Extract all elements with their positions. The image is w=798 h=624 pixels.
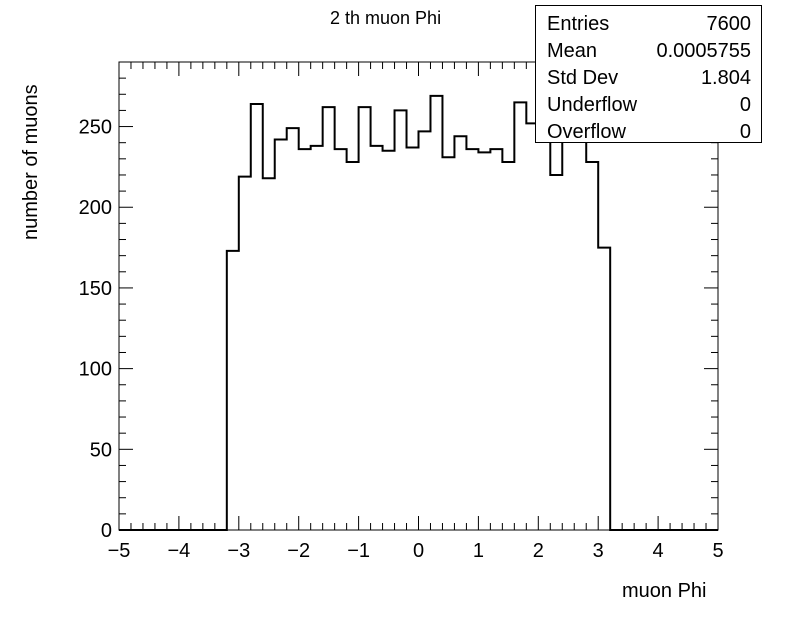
stats-value: 1.804 bbox=[700, 67, 751, 89]
stats-row-entries: Entries 7600 bbox=[547, 13, 751, 40]
histogram-bin bbox=[347, 162, 359, 530]
stats-label: Std Dev bbox=[547, 67, 619, 89]
histogram-bin bbox=[466, 149, 478, 530]
histogram-bin bbox=[251, 104, 263, 530]
histogram-bin bbox=[490, 149, 502, 530]
stats-row-underflow: Underflow 0 bbox=[547, 94, 751, 121]
histogram-bin bbox=[263, 178, 275, 530]
stats-label: Entries bbox=[547, 13, 610, 35]
x-tick-label: 5 bbox=[712, 540, 723, 562]
chart-title: 2 th muon Phi bbox=[330, 8, 442, 28]
x-tick-label: −1 bbox=[347, 540, 370, 562]
histogram-bin bbox=[335, 149, 347, 530]
y-tick-label: 0 bbox=[101, 520, 112, 542]
histogram-bin bbox=[239, 177, 251, 530]
histogram-bin bbox=[454, 136, 466, 530]
histogram-bin bbox=[227, 251, 239, 530]
histogram-bin bbox=[562, 118, 574, 530]
y-tick-label: 50 bbox=[90, 439, 112, 461]
x-tick-label: 0 bbox=[413, 540, 424, 562]
histogram-bin bbox=[442, 157, 454, 530]
x-tick-label: −4 bbox=[167, 540, 190, 562]
histogram-bin bbox=[407, 148, 419, 530]
histogram-bin bbox=[586, 162, 598, 530]
x-tick-label: −2 bbox=[287, 540, 310, 562]
histogram-bin bbox=[598, 248, 610, 530]
y-tick-label: 250 bbox=[79, 117, 112, 139]
x-tick-label: 2 bbox=[533, 540, 544, 562]
x-axis-label: muon Phi bbox=[622, 580, 707, 602]
histogram-bin bbox=[574, 135, 586, 530]
stats-value: 0.0005755 bbox=[656, 40, 751, 62]
histogram-bin bbox=[419, 131, 431, 530]
y-tick-label: 200 bbox=[79, 197, 112, 219]
histogram-bin bbox=[371, 146, 383, 530]
stats-row-mean: Mean 0.0005755 bbox=[547, 40, 751, 67]
histogram-bin bbox=[514, 102, 526, 530]
histogram-bin bbox=[430, 96, 442, 530]
histogram-bin bbox=[550, 175, 562, 530]
x-tick-label: 3 bbox=[593, 540, 604, 562]
stats-value: 7600 bbox=[706, 13, 752, 35]
stats-label: Overflow bbox=[547, 121, 626, 143]
stats-value: 0 bbox=[739, 94, 751, 116]
x-tick-label: 1 bbox=[473, 540, 484, 562]
stats-row-std-dev: Std Dev 1.804 bbox=[547, 67, 751, 94]
histogram-bin bbox=[395, 110, 407, 530]
x-tick-label: 4 bbox=[653, 540, 664, 562]
stats-label: Mean bbox=[547, 40, 598, 62]
histogram-bin bbox=[478, 152, 490, 530]
histogram-bin bbox=[502, 162, 514, 530]
stats-row-overflow: Overflow 0 bbox=[547, 121, 751, 148]
histogram-bin bbox=[275, 139, 287, 530]
histogram-series bbox=[119, 94, 718, 531]
histogram-bin bbox=[383, 151, 395, 530]
histogram-bin bbox=[323, 107, 335, 530]
histogram-bin bbox=[287, 128, 299, 530]
y-tick-label: 150 bbox=[79, 278, 112, 300]
histogram-bin bbox=[526, 123, 538, 530]
histogram-bin bbox=[299, 149, 311, 530]
stats-box: Entries 7600 Mean 0.0005755 Std Dev 1.80… bbox=[535, 5, 762, 143]
histogram-bin bbox=[359, 107, 371, 530]
x-tick-label: −5 bbox=[108, 540, 131, 562]
histogram-bin bbox=[311, 146, 323, 530]
stats-value: 0 bbox=[739, 121, 751, 143]
y-tick-label: 100 bbox=[79, 359, 112, 381]
histogram-bin bbox=[538, 98, 550, 530]
stats-label: Underflow bbox=[547, 94, 638, 116]
y-axis-label: number of muons bbox=[20, 84, 42, 240]
x-tick-label: −3 bbox=[227, 540, 250, 562]
